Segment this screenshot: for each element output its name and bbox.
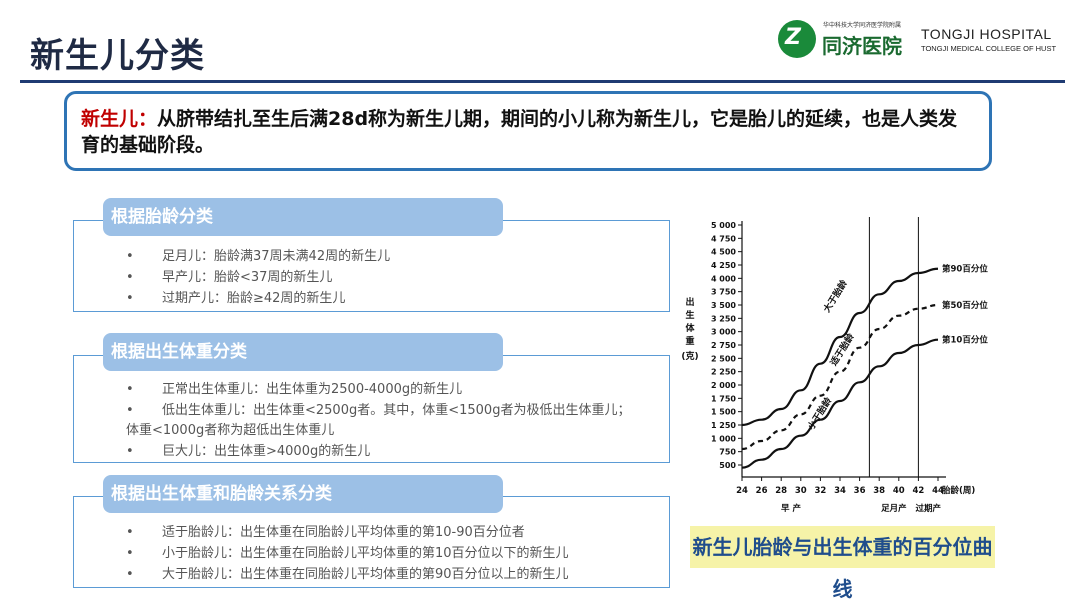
definition-box: 新生儿：从脐带结扎至生后满28d称为新生儿期，期间的小儿称为新生儿，它是胎儿的延… bbox=[64, 91, 992, 171]
percentile-chart-svg: 500 750 1 000 1 250 1 500 1 750 2 000 2 250 2 50… bbox=[681, 217, 988, 514]
series-label: 第90百分位 bbox=[942, 264, 988, 275]
y-axis-label-char: 体 bbox=[685, 322, 695, 334]
y-axis-label-char: 重 bbox=[685, 335, 694, 347]
curve-annotation: 大于胎龄 bbox=[821, 277, 851, 315]
x-tick-label: 36 bbox=[854, 486, 866, 496]
x-tick-label: 44 bbox=[932, 486, 944, 496]
y-tick-label: 5 000 bbox=[711, 221, 736, 230]
section-gestational-age-title: 根据胎龄分类 bbox=[103, 198, 503, 236]
hospital-logo: Z 华中科技大学同济医学院附属 同济医院 TONGJI HOSPITAL TON… bbox=[778, 18, 1068, 62]
list-item: • 小于胎龄儿：出生体重在同胎龄儿平均体重的第10百分位以下的新生儿 bbox=[126, 546, 569, 561]
series-line-1 bbox=[741, 303, 939, 451]
logo-cn-name: 同济医院 bbox=[822, 34, 902, 58]
series-line-2 bbox=[741, 338, 939, 469]
x-tick-label: 32 bbox=[814, 486, 826, 496]
y-tick-label: 3 250 bbox=[711, 314, 736, 323]
y-tick-label: 4 500 bbox=[711, 248, 736, 257]
period-label: 足月产 bbox=[881, 503, 907, 514]
y-axis-label-char: 生 bbox=[685, 309, 694, 321]
x-tick-label: 28 bbox=[775, 486, 787, 496]
x-tick-label: 34 bbox=[834, 486, 846, 496]
percentile-chart: 500 750 1 000 1 250 1 500 1 750 2 000 2 250 2 50… bbox=[676, 205, 1006, 525]
y-tick-label: 1 250 bbox=[711, 421, 736, 430]
list-item: • 大于胎龄儿：出生体重在同胎龄儿平均体重的第90百分位以上的新生儿 bbox=[126, 567, 569, 582]
y-tick-label: 1 750 bbox=[711, 394, 736, 403]
logo-affiliation: 华中科技大学同济医学院附属 bbox=[823, 22, 902, 29]
y-tick-label: 2 000 bbox=[711, 381, 736, 390]
y-tick-label: 4 250 bbox=[711, 261, 736, 270]
x-tick-label: 24 bbox=[736, 486, 748, 496]
period-label: 早 产 bbox=[781, 503, 801, 514]
y-tick-label: 3 000 bbox=[711, 328, 736, 337]
y-tick-label: 1 500 bbox=[711, 408, 736, 417]
x-tick-label: 30 bbox=[795, 486, 807, 496]
x-tick-label: 40 bbox=[893, 486, 905, 496]
definition-text: 新生儿：从脐带结扎至生后满28d称为新生儿期，期间的小儿称为新生儿，它是胎儿的延… bbox=[81, 106, 975, 158]
y-tick-label: 2 750 bbox=[711, 341, 736, 350]
section-weight-age-relation-title: 根据出生体重和胎龄关系分类 bbox=[103, 475, 503, 513]
y-tick-label: 3 750 bbox=[711, 288, 736, 297]
series-label: 第10百分位 bbox=[942, 335, 988, 346]
x-tick-label: 42 bbox=[912, 486, 924, 496]
definition-term: 新生儿： bbox=[81, 108, 158, 130]
x-axis-label: 胎龄(周) bbox=[941, 485, 975, 496]
period-label: 过期产 bbox=[915, 503, 941, 514]
logo-en-name: TONGJI HOSPITAL bbox=[921, 26, 1052, 42]
list-item: 体重<1000g者称为超低出生体重儿 bbox=[126, 423, 335, 438]
list-item: • 过期产儿：胎龄≥42周的新生儿 bbox=[126, 291, 346, 306]
y-tick-label: 750 bbox=[719, 448, 736, 457]
x-tick-label: 26 bbox=[756, 486, 768, 496]
y-axis-unit: (克) bbox=[681, 350, 698, 362]
logo-emblem-icon: Z bbox=[778, 20, 816, 58]
y-tick-label: 4 000 bbox=[711, 274, 736, 283]
section-birth-weight-title: 根据出生体重分类 bbox=[103, 333, 503, 371]
x-tick-label: 38 bbox=[873, 486, 885, 496]
title-divider bbox=[20, 80, 1065, 83]
y-tick-label: 4 750 bbox=[711, 234, 736, 243]
list-item: • 巨大儿：出生体重>4000g的新生儿 bbox=[126, 444, 371, 459]
y-tick-label: 2 500 bbox=[711, 354, 736, 363]
curve-annotation: 小于胎龄 bbox=[804, 394, 834, 433]
series-label: 第50百分位 bbox=[942, 300, 988, 311]
definition-body: 从脐带结扎至生后满28d称为新生儿期，期间的小儿称为新生儿，它是胎儿的延续，也是… bbox=[81, 108, 958, 156]
list-item: • 适于胎龄儿：出生体重在同胎龄儿平均体重的第10-90百分位者 bbox=[126, 525, 525, 540]
page-title: 新生儿分类 bbox=[30, 36, 205, 76]
series-line-0 bbox=[741, 267, 939, 427]
list-item: • 低出生体重儿：出生体重<2500g者。其中，体重<1500g者为极低出生体重儿… bbox=[126, 403, 631, 418]
y-tick-label: 500 bbox=[719, 461, 736, 470]
list-item: • 正常出生体重儿：出生体重为2500-4000g的新生儿 bbox=[126, 382, 463, 397]
y-tick-label: 1 000 bbox=[711, 434, 736, 443]
y-axis-label-char: 出 bbox=[685, 296, 694, 308]
list-item: • 足月儿：胎龄满37周未满42周的新生儿 bbox=[126, 249, 391, 264]
chart-title: 新生儿胎龄与出生体重的百分位曲线 bbox=[690, 526, 995, 601]
logo-en-sub: TONGJI MEDICAL COLLEGE OF HUST bbox=[921, 44, 1057, 53]
y-tick-label: 3 500 bbox=[711, 301, 736, 310]
list-item: • 早产儿：胎龄<37周的新生儿 bbox=[126, 270, 333, 285]
y-tick-label: 2 250 bbox=[711, 368, 736, 377]
